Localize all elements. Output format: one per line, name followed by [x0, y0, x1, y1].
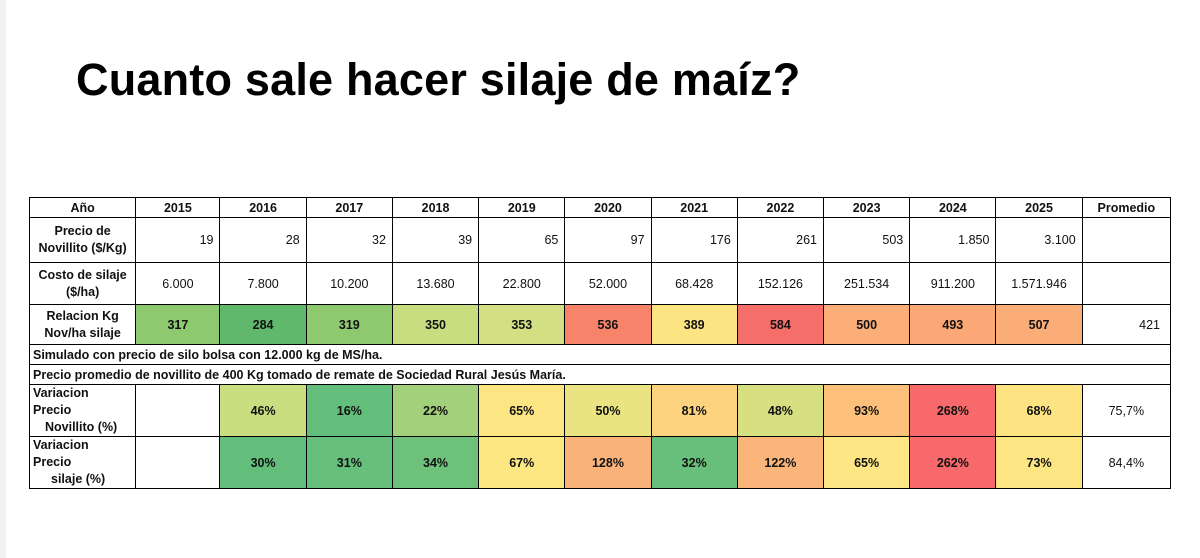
costo-silaje-row: Costo de silaje ($/ha) 6.000 7.800 10.200 13… [28, 262, 1172, 305]
value-cell: 46% [219, 384, 307, 437]
header-year-2021: 2021 [650, 197, 738, 218]
value-cell: 284 [219, 304, 307, 345]
value-cell: 52.000 [564, 262, 652, 305]
value-cell [135, 384, 221, 437]
value-cell: 152.126 [736, 262, 825, 305]
promedio-cell: 421 [1081, 304, 1172, 345]
header-year-2025: 2025 [995, 197, 1083, 218]
note-text: Simulado con precio de silo bolsa con 12… [29, 344, 1171, 365]
value-cell: 507 [995, 304, 1083, 345]
note-row: Precio promedio de novillito de 400 Kg t… [29, 364, 1171, 385]
value-cell: 31% [305, 436, 393, 489]
value-cell: 584 [736, 304, 825, 345]
value-cell: 911.200 [909, 262, 997, 305]
value-cell: 68.428 [650, 262, 738, 305]
note-text: Precio promedio de novillito de 400 Kg t… [29, 364, 1171, 385]
row-label: Relacion Kg Nov/ha silaje [28, 304, 137, 345]
value-cell: 16% [305, 384, 393, 437]
value-cell: 81% [650, 384, 738, 437]
promedio-cell: 75,7% [1081, 384, 1172, 437]
value-cell: 13.680 [391, 262, 480, 305]
relacion-row: Relacion Kg Nov/ha silaje 317 284 319 350 353… [28, 304, 1172, 345]
value-cell: 34% [391, 436, 480, 489]
value-cell: 122% [736, 436, 825, 489]
value-cell: 6.000 [135, 262, 221, 305]
value-cell: 65% [823, 436, 911, 489]
value-cell: 68% [995, 384, 1083, 437]
header-year-2018: 2018 [391, 197, 480, 218]
value-cell: 389 [650, 304, 738, 345]
value-cell: 536 [564, 304, 652, 345]
header-promedio: Promedio [1081, 197, 1172, 218]
value-cell: 67% [478, 436, 566, 489]
header-year-label: Año [28, 197, 137, 218]
row-label: Variacion Precio Novillito (%) [28, 384, 137, 437]
value-cell: 128% [564, 436, 652, 489]
header-year-2019: 2019 [478, 197, 566, 218]
header-year-2017: 2017 [305, 197, 393, 218]
value-cell: 73% [995, 436, 1083, 489]
row-label: Costo de silaje ($/ha) [28, 262, 137, 305]
value-cell: 39 [391, 217, 480, 263]
page-title: Cuanto sale hacer silaje de maíz? [76, 54, 801, 105]
value-cell: 32% [650, 436, 738, 489]
value-cell: 19 [135, 217, 221, 263]
value-cell: 500 [823, 304, 911, 345]
row-label: Precio de Novillito ($/Kg) [28, 217, 137, 263]
note-row: Simulado con precio de silo bolsa con 12… [29, 344, 1171, 365]
promedio-cell [1081, 262, 1172, 305]
value-cell: 22.800 [478, 262, 566, 305]
value-cell [135, 436, 221, 489]
value-cell: 1.850 [909, 217, 997, 263]
variacion-silaje-row: Variacion Precio silaje (%) 30% 31% 34% 67% 1… [28, 436, 1172, 489]
value-cell: 1.571.946 [995, 262, 1083, 305]
header-year-2020: 2020 [564, 197, 652, 218]
value-cell: 93% [823, 384, 911, 437]
value-cell: 65 [478, 217, 566, 263]
header-year-2016: 2016 [219, 197, 307, 218]
value-cell: 317 [135, 304, 221, 345]
value-cell: 30% [219, 436, 307, 489]
value-cell: 28 [219, 217, 307, 263]
value-cell: 353 [478, 304, 566, 345]
value-cell: 262% [909, 436, 997, 489]
value-cell: 251.534 [823, 262, 911, 305]
value-cell: 3.100 [995, 217, 1083, 263]
value-cell: 32 [305, 217, 393, 263]
header-year-2022: 2022 [736, 197, 825, 218]
header-row: Año 2015 2016 2017 2018 2019 2020 2021 2022 2023 2… [28, 197, 1172, 218]
precio-novillito-row: Precio de Novillito ($/Kg) 19 28 32 39 65 97 17… [28, 217, 1172, 263]
value-cell: 503 [823, 217, 911, 263]
value-cell: 261 [736, 217, 825, 263]
value-cell: 22% [391, 384, 480, 437]
variacion-novillito-row: Variacion Precio Novillito (%) 46% 16% 22% 6… [28, 384, 1172, 437]
value-cell: 50% [564, 384, 652, 437]
row-label: Variacion Precio silaje (%) [28, 436, 137, 489]
value-cell: 176 [650, 217, 738, 263]
promedio-cell [1081, 217, 1172, 263]
value-cell: 350 [391, 304, 480, 345]
value-cell: 7.800 [219, 262, 307, 305]
slide-edge [0, 0, 6, 558]
value-cell: 48% [736, 384, 825, 437]
header-year-2015: 2015 [135, 197, 221, 218]
silage-cost-table: Año 2015 2016 2017 2018 2019 2020 2021 2022 2023 2… [28, 197, 1172, 489]
value-cell: 65% [478, 384, 566, 437]
value-cell: 10.200 [305, 262, 393, 305]
value-cell: 97 [564, 217, 652, 263]
value-cell: 493 [909, 304, 997, 345]
header-year-2023: 2023 [823, 197, 911, 218]
value-cell: 268% [909, 384, 997, 437]
promedio-cell: 84,4% [1081, 436, 1172, 489]
header-year-2024: 2024 [909, 197, 997, 218]
value-cell: 319 [305, 304, 393, 345]
